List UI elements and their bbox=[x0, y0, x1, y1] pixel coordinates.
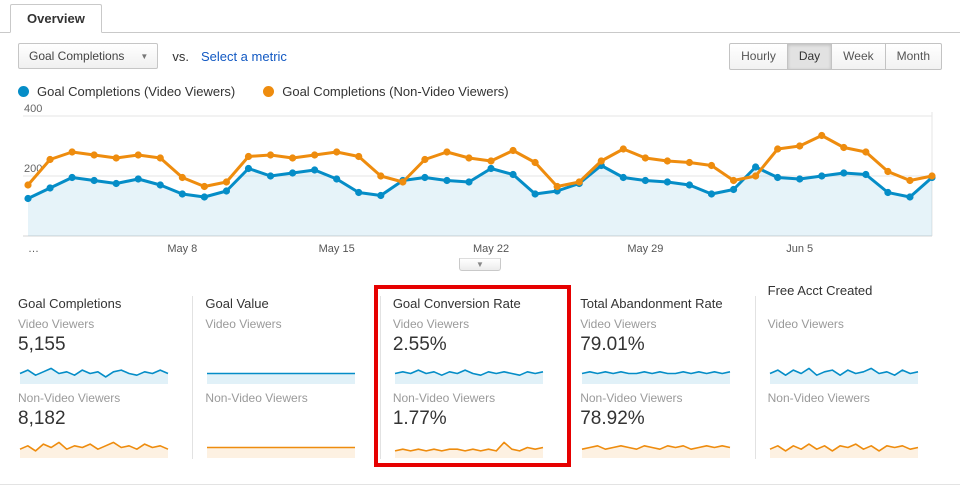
select-metric-link[interactable]: Select a metric bbox=[200, 48, 287, 64]
segment-label-nonvideo: Non-Video Viewers bbox=[580, 391, 683, 405]
segment-label-video: Video Viewers bbox=[392, 317, 470, 331]
granularity-hourly-button[interactable]: Hourly bbox=[729, 42, 788, 70]
legend-item-video: Goal Completions (Video Viewers) bbox=[18, 84, 235, 99]
chart-legend: Goal Completions (Video Viewers) Goal Co… bbox=[18, 84, 509, 99]
granularity-day-button[interactable]: Day bbox=[786, 42, 833, 70]
legend-item-nonvideo: Goal Completions (Non-Video Viewers) bbox=[263, 84, 509, 99]
sparkline-video bbox=[19, 367, 169, 384]
segment-label-nonvideo: Non-Video Viewers bbox=[18, 391, 121, 405]
vs-label: vs. bbox=[172, 48, 189, 64]
metric-card-title: Total Abandonment Rate bbox=[580, 296, 723, 311]
sparkline-nonvideo bbox=[582, 445, 731, 458]
segment-label-video: Video Viewers bbox=[767, 317, 844, 331]
sparkline-nonvideo bbox=[19, 441, 169, 458]
chart-controls: Goal Completions ▼ vs. Select a metric H… bbox=[18, 42, 942, 70]
svg-text:Jun 5: Jun 5 bbox=[786, 243, 813, 255]
metric-card-title: Goal Completions bbox=[18, 296, 122, 311]
sparkline-video bbox=[207, 372, 356, 384]
card-free-acct-created: Free Acct Created Video Viewers Non-Vide… bbox=[754, 283, 942, 459]
segment-label-nonvideo: Non-Video Viewers bbox=[392, 391, 496, 405]
metric-value-video bbox=[205, 333, 367, 357]
svg-text:…: … bbox=[28, 243, 39, 255]
sparkline-video bbox=[394, 369, 543, 384]
chevron-down-icon: ▼ bbox=[476, 259, 484, 269]
metric-value-nonvideo: 1.77% bbox=[392, 408, 447, 429]
legend-label-video: Goal Completions (Video Viewers) bbox=[37, 84, 236, 99]
metric-value-nonvideo: 78.92% bbox=[580, 408, 645, 429]
segment-label-video: Video Viewers bbox=[205, 317, 282, 331]
metric-card-title: Goal Value bbox=[205, 296, 269, 311]
granularity-week-button[interactable]: Week bbox=[831, 42, 886, 70]
sparkline-video bbox=[769, 367, 918, 384]
metric-value-nonvideo: 8,182 bbox=[18, 408, 66, 429]
metric-dropdown[interactable]: Goal Completions ▼ bbox=[18, 43, 159, 69]
tab-overview[interactable]: Overview bbox=[10, 4, 102, 33]
sparkline-nonvideo bbox=[207, 446, 356, 458]
sparkline-video bbox=[582, 371, 731, 384]
metric-value-video: 5,155 bbox=[18, 334, 66, 355]
metric-cards-row: Goal Completions Video Viewers 5,155 Non… bbox=[18, 283, 942, 467]
card-total-abandonment-rate: Total Abandonment Rate Video Viewers 79.… bbox=[567, 296, 754, 459]
collapse-chart-button[interactable]: ▼ bbox=[459, 258, 501, 271]
svg-text:400: 400 bbox=[24, 104, 42, 115]
card-goal-value: Goal Value Video Viewers Non-Video Viewe… bbox=[192, 296, 379, 459]
chevron-down-icon: ▼ bbox=[140, 51, 149, 61]
svg-text:May 29: May 29 bbox=[627, 243, 663, 255]
legend-dot-orange-icon bbox=[263, 86, 275, 97]
legend-label-nonvideo: Goal Completions (Non-Video Viewers) bbox=[282, 84, 509, 99]
segment-label-video: Video Viewers bbox=[18, 317, 95, 331]
segment-label-nonvideo: Non-Video Viewers bbox=[205, 391, 308, 405]
svg-text:May 22: May 22 bbox=[473, 243, 509, 255]
metric-value-video: 79.01% bbox=[580, 334, 645, 355]
card-goal-conversion-rate: Goal Conversion Rate Video Viewers 2.55%… bbox=[373, 285, 572, 467]
metric-card-title: Free Acct Created bbox=[767, 283, 873, 298]
granularity-button-group: Hourly Day Week Month bbox=[729, 42, 942, 70]
metric-card-title: Goal Conversion Rate bbox=[392, 296, 521, 311]
segment-label-video: Video Viewers bbox=[580, 317, 657, 331]
segment-label-nonvideo: Non-Video Viewers bbox=[767, 391, 870, 405]
granularity-month-button[interactable]: Month bbox=[884, 42, 942, 70]
metric-dropdown-label: Goal Completions bbox=[29, 49, 125, 63]
tab-bar: Overview bbox=[0, 4, 960, 33]
svg-text:May 15: May 15 bbox=[319, 243, 355, 255]
metric-value-video: 2.55% bbox=[392, 334, 447, 355]
legend-dot-blue-icon bbox=[18, 86, 29, 97]
metric-value-nonvideo bbox=[768, 407, 930, 431]
metric-value-video bbox=[768, 333, 930, 357]
svg-text:May 8: May 8 bbox=[167, 243, 197, 255]
card-goal-completions: Goal Completions Video Viewers 5,155 Non… bbox=[18, 296, 192, 459]
sparkline-nonvideo bbox=[769, 443, 918, 458]
sparkline-nonvideo bbox=[394, 441, 543, 458]
metric-value-nonvideo bbox=[205, 407, 367, 431]
